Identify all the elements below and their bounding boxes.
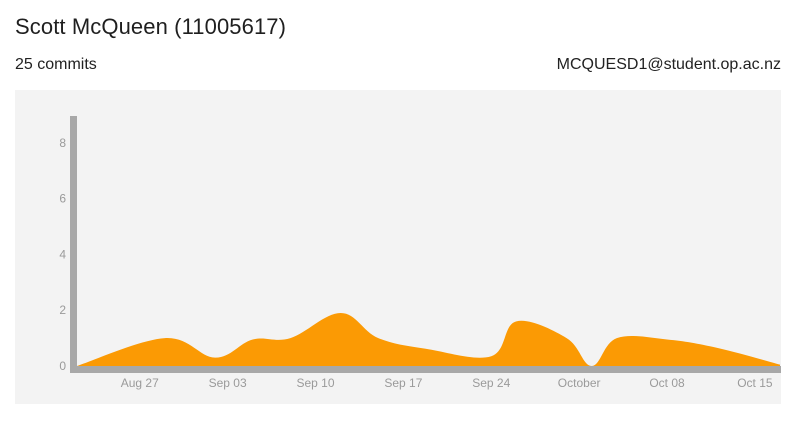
x-tick-label: Aug 27 [121,376,159,390]
x-tick-label: Sep 17 [384,376,422,390]
y-tick-label: 8 [59,136,66,150]
y-tick-label: 4 [59,247,66,261]
x-tick-label: Oct 15 [737,376,773,390]
x-axis [70,366,781,373]
y-axis [70,116,77,372]
y-tick-label: 0 [59,359,66,373]
y-tick-label: 6 [59,192,66,206]
commit-area-series [77,312,780,366]
author-email: MCQUESD1@student.op.ac.nz [556,56,781,73]
commit-count: 25 commits [15,56,97,73]
x-tick-label: October [558,376,601,390]
x-tick-label: Sep 24 [472,376,510,390]
page-title: Scott McQueen (11005617) [15,14,287,39]
x-tick-label: Oct 08 [649,376,685,390]
x-tick-label: Sep 10 [296,376,334,390]
y-tick-label: 2 [59,303,66,317]
x-tick-label: Sep 03 [209,376,247,390]
